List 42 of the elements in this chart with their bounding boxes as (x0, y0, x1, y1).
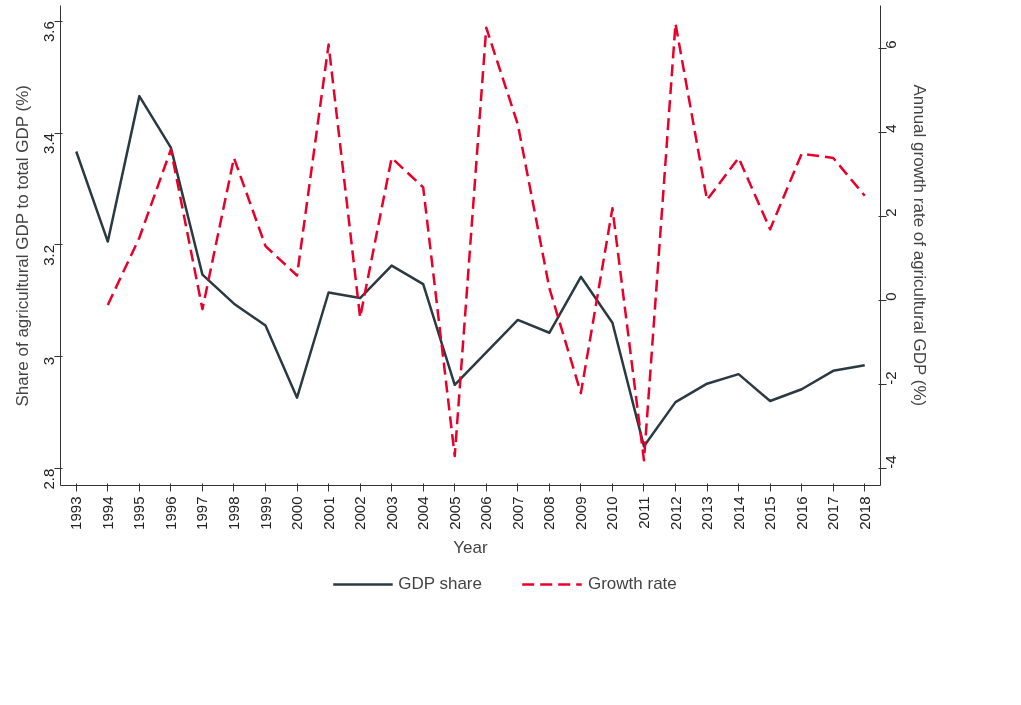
x-tick-label: 2009 (571, 496, 589, 530)
y-tick-label: 2.8 (40, 468, 58, 490)
y2-tick-label: -4 (882, 455, 900, 469)
x-tick-label: 2013 (698, 496, 716, 530)
y2-tick-label: 6 (882, 40, 900, 49)
x-tick-label: 2016 (792, 496, 810, 530)
x-tick-label: 1993 (67, 496, 85, 530)
x-tick-label: 2011 (634, 496, 652, 529)
x-tick-label: 1995 (130, 496, 148, 530)
x-tick-label: 1996 (161, 496, 179, 530)
x-tick-label: 1999 (256, 496, 274, 530)
x-tick-label: 2002 (351, 496, 369, 530)
y-axis-title: Share of agricultural GDP to total GDP (%) (12, 85, 32, 407)
x-tick-label: 2000 (288, 496, 306, 530)
legend-label: GDP share (398, 574, 482, 594)
y2-tick-label: -2 (882, 371, 900, 385)
y-tick-label: 3.2 (40, 244, 58, 266)
y-tick-label: 3.4 (40, 133, 58, 154)
x-tick-label: 2017 (824, 496, 842, 530)
legend-label: Growth rate (587, 574, 677, 594)
x-tick-label: 2015 (761, 496, 779, 530)
x-tick-label: 1998 (224, 496, 242, 530)
x-tick-label: 1994 (98, 496, 116, 530)
y2-tick-label: 2 (882, 208, 900, 217)
x-tick-label: 1997 (193, 496, 211, 530)
x-tick-label: 2006 (477, 496, 495, 530)
y-tick-label: 3 (40, 356, 58, 366)
x-tick-label: 2004 (414, 496, 432, 530)
x-tick-label: 2005 (445, 496, 463, 530)
y2-tick-label: 0 (882, 292, 900, 301)
x-tick-label: 2003 (382, 496, 400, 530)
x-tick-label: 2010 (603, 496, 621, 530)
x-tick-label: 2001 (319, 496, 337, 530)
x-tick-label: 2007 (508, 496, 526, 530)
y2-tick-label: 4 (882, 124, 900, 133)
x-tick-label: 2012 (666, 496, 684, 530)
x-tick-label: 2018 (855, 496, 873, 530)
x-tick-label: 2008 (540, 496, 558, 530)
y-tick-label: 3.6 (40, 21, 58, 43)
x-axis-title: Year (453, 537, 489, 557)
x-tick-label: 2014 (729, 496, 747, 530)
y2-axis-title: Annual growth rate of agricultural GDP (%) (909, 84, 929, 407)
